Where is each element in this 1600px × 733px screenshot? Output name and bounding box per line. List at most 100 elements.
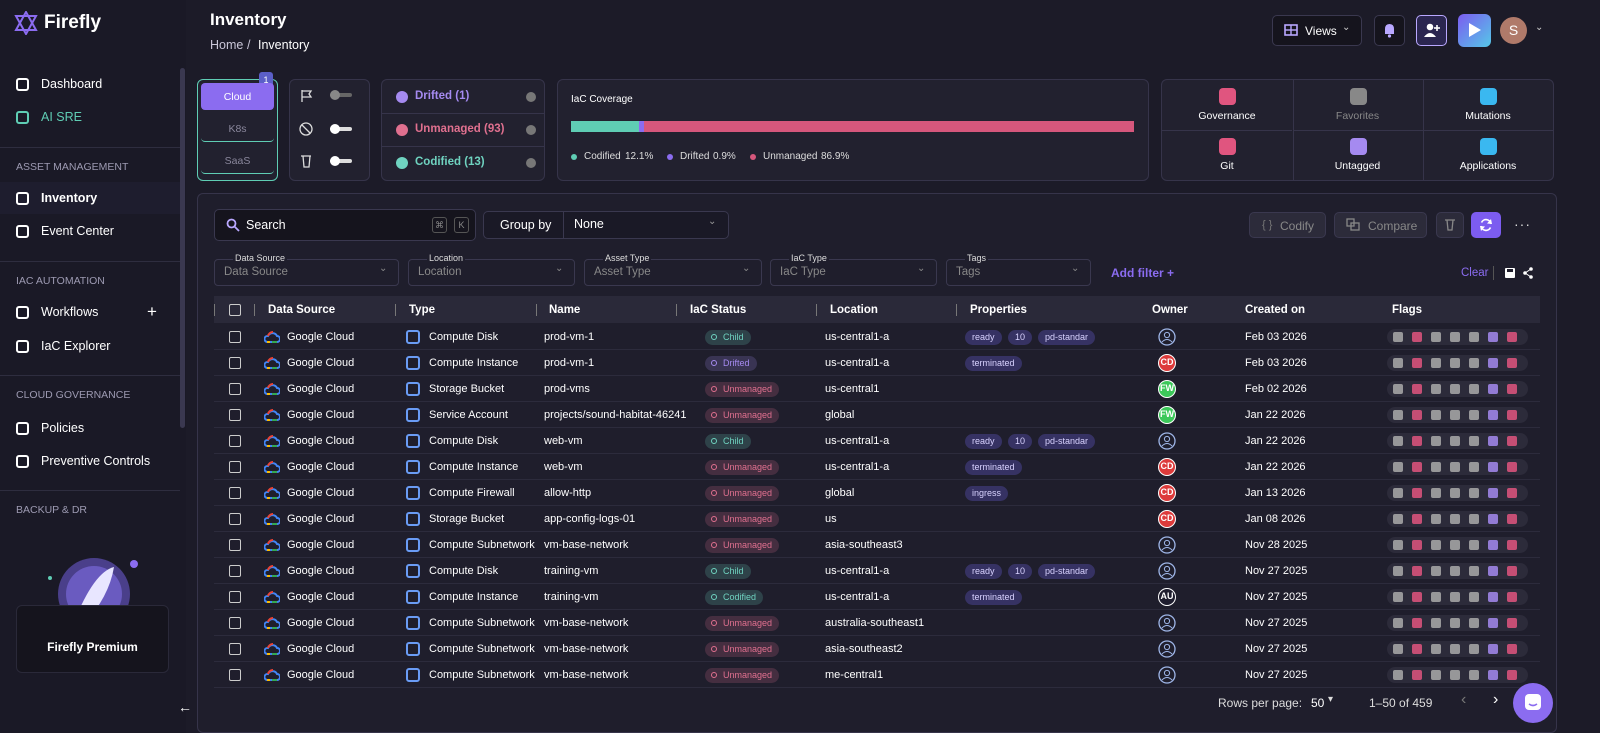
nav-item[interactable]: AI SRE — [41, 110, 82, 124]
rows-per-page-value[interactable]: 50 — [1311, 696, 1325, 710]
asset-name[interactable]: app-config-logs-01 — [544, 513, 636, 525]
search-placeholder[interactable]: Search — [246, 218, 286, 232]
filter-placeholder[interactable]: Asset Type — [594, 266, 651, 278]
checkbox[interactable] — [229, 487, 241, 499]
column-header[interactable]: Properties — [970, 304, 1027, 316]
table-row[interactable] — [214, 324, 1540, 350]
checkbox[interactable] — [229, 304, 241, 316]
more-button[interactable]: ··· — [1514, 216, 1531, 232]
checkbox[interactable] — [229, 357, 241, 369]
asset-name[interactable]: web-vm — [544, 435, 583, 447]
quick-link[interactable]: Governance — [1198, 110, 1256, 122]
nav-item[interactable]: IaC Explorer — [41, 339, 111, 353]
asset-name[interactable]: vm-base-network — [544, 617, 629, 629]
filter-actions[interactable] — [1504, 267, 1534, 279]
nav-item[interactable]: Policies — [41, 421, 85, 435]
nav-item[interactable]: Workflows — [41, 305, 99, 319]
clear-filters[interactable]: Clear — [1461, 267, 1489, 279]
status-label[interactable]: Codified (13) — [415, 156, 485, 168]
nav-item[interactable]: Dashboard — [41, 77, 103, 91]
checkbox[interactable] — [229, 383, 241, 395]
table-row[interactable] — [214, 662, 1540, 688]
column-header[interactable]: Flags — [1392, 304, 1423, 316]
table-row[interactable] — [214, 402, 1540, 428]
codify-button[interactable] — [1249, 212, 1326, 238]
group-by[interactable] — [483, 211, 729, 239]
table-row[interactable] — [214, 584, 1540, 610]
tab[interactable] — [201, 115, 274, 142]
column-header[interactable]: IaC Status — [690, 304, 747, 316]
table-row[interactable] — [214, 480, 1540, 506]
nav-item[interactable]: Event Center — [41, 224, 114, 238]
asset-name[interactable]: web-vm — [544, 461, 583, 473]
invite-button[interactable] — [1416, 15, 1447, 46]
checkbox[interactable] — [229, 669, 241, 681]
views-label[interactable]: Views — [1305, 24, 1337, 38]
delete-button[interactable] — [1436, 212, 1464, 238]
asset-name[interactable]: vm-base-network — [544, 643, 629, 655]
asset-name[interactable]: projects/sound-habitat-46241 — [544, 409, 687, 421]
collapse-arrow[interactable]: ← — [178, 699, 192, 715]
toggle-icons[interactable] — [298, 86, 360, 174]
checkbox[interactable] — [229, 565, 241, 577]
link-icon[interactable] — [1480, 88, 1497, 105]
column-header[interactable]: Data Source — [268, 304, 336, 316]
link-icon[interactable] — [1219, 88, 1236, 105]
table-row[interactable] — [214, 350, 1540, 376]
add-workflow[interactable]: + — [147, 302, 157, 321]
link-icon[interactable] — [1349, 138, 1367, 155]
column-header[interactable]: Location — [830, 304, 878, 316]
quick-link[interactable]: Favorites — [1335, 110, 1380, 122]
checkbox[interactable] — [229, 461, 241, 473]
tab[interactable] — [201, 147, 274, 174]
nav-item[interactable]: Inventory — [41, 191, 98, 205]
table-row[interactable] — [214, 428, 1540, 454]
checkbox[interactable] — [229, 617, 241, 629]
asset-name[interactable]: prod-vm-1 — [544, 357, 595, 369]
column-header[interactable]: Name — [549, 304, 581, 316]
filter-box[interactable] — [946, 259, 1091, 286]
quick-link[interactable]: Git — [1220, 160, 1234, 172]
checkbox[interactable] — [229, 331, 241, 343]
codify-label[interactable]: Codify — [1280, 219, 1315, 233]
checkbox[interactable] — [229, 643, 241, 655]
filter-box[interactable] — [770, 259, 937, 286]
checkbox[interactable] — [229, 591, 241, 603]
status-label[interactable]: Drifted (1) — [415, 90, 470, 102]
breadcrumb-home[interactable]: Home — [210, 38, 244, 52]
quick-link[interactable]: Applications — [1459, 160, 1517, 172]
checkbox[interactable] — [229, 513, 241, 525]
tab[interactable] — [201, 83, 274, 110]
link-icon[interactable] — [1349, 88, 1367, 105]
tab-label[interactable]: Cloud — [223, 91, 252, 103]
tab-label[interactable]: SaaS — [224, 155, 251, 167]
premium-card[interactable] — [16, 605, 169, 673]
next-page[interactable]: › — [1493, 691, 1499, 708]
add-filter[interactable]: Add filter + — [1111, 266, 1175, 280]
column-header[interactable]: Created on — [1245, 304, 1306, 316]
filter-placeholder[interactable]: Location — [418, 266, 462, 278]
column-header[interactable]: Owner — [1152, 304, 1188, 316]
table-row[interactable] — [214, 558, 1540, 584]
premium-label[interactable]: Firefly Premium — [47, 640, 138, 654]
column-header[interactable]: Type — [409, 304, 435, 316]
group-by-value[interactable]: None — [574, 217, 604, 231]
compare-button[interactable] — [1334, 212, 1427, 238]
table-row[interactable] — [214, 376, 1540, 402]
asset-name[interactable]: prod-vm-1 — [544, 331, 595, 343]
link-icon[interactable] — [1219, 138, 1236, 155]
compare-label[interactable]: Compare — [1368, 219, 1418, 233]
asset-name[interactable]: prod-vms — [544, 383, 590, 395]
avatar[interactable]: S — [1500, 17, 1527, 44]
nav-item[interactable]: Preventive Controls — [41, 454, 151, 468]
tab-label[interactable]: K8s — [228, 123, 247, 135]
filter-placeholder[interactable]: IaC Type — [780, 266, 826, 278]
quick-link[interactable]: Untagged — [1334, 160, 1381, 172]
asset-name[interactable]: vm-base-network — [544, 669, 629, 681]
table-row[interactable] — [214, 636, 1540, 662]
checkbox[interactable] — [229, 409, 241, 421]
link-icon[interactable] — [1480, 138, 1497, 155]
prev-page[interactable]: ‹ — [1461, 691, 1467, 708]
asset-name[interactable]: training-vm — [544, 565, 599, 577]
table-row[interactable] — [214, 532, 1540, 558]
